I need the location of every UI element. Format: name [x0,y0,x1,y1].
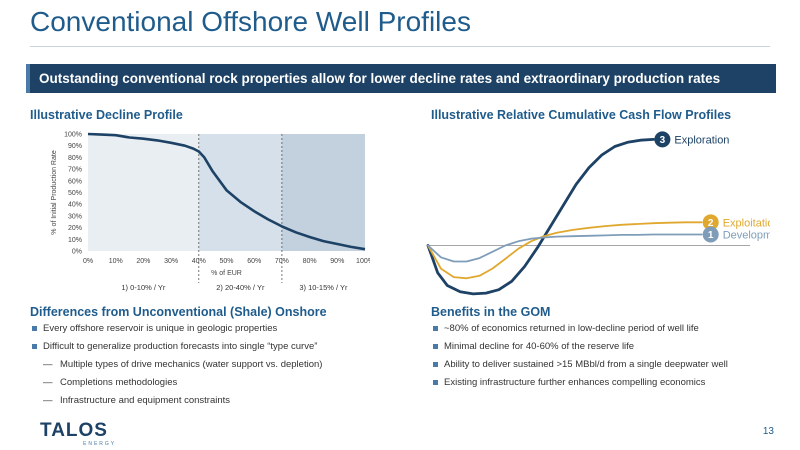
page-title: Conventional Offshore Well Profiles [30,6,471,37]
development-number-badge [702,226,719,243]
y-tick-label: 90% [68,143,82,150]
x-tick-label: 20% [136,258,150,265]
x-tick-label: 0% [83,258,93,265]
x-tick-label: 80% [303,258,317,265]
exploitation-series-line [427,221,703,280]
benefits-title: Benefits in the GOM [431,305,551,319]
y-tick-label: 40% [68,202,82,209]
y-tick-label: 30% [68,213,82,220]
y-tick-label: 50% [68,190,82,197]
decline-region-label-1: 1) 0-10% / Yr [121,283,166,292]
differences-bullet-4: Completions methodologies [30,374,322,392]
development-number-label: 1 [708,230,714,241]
y-tick-label: 0% [72,249,82,256]
y-axis-label: % of Initial Production Rate [51,150,58,235]
development-series-line [427,233,703,263]
differences-bullet-5: Infrastructure and equipment constraints [30,392,322,410]
differences-bullet-1: Every offshore reservoir is unique in ge… [30,320,322,338]
exploitation-number-label: 2 [708,218,714,229]
page-number: 13 [762,426,774,437]
exploration-series-line [426,138,655,296]
x-tick-label: 40% [192,258,206,265]
decline-region-2 [198,134,282,251]
differences-title: Differences from Unconventional (Shale) … [30,305,327,319]
decline-profile-chart: 0% 10% 20% 30% 40% 50% 60% 70% 80% 90% 100% 0% 10% 20… [51,132,370,293]
y-tick-label: 70% [68,167,82,174]
cash-flow-chart: 3 Exploration 2 Exploitation 1 Development [426,131,770,296]
y-tick-label: 20% [68,225,82,232]
differences-bullet-list: Every offshore reservoir is unique in ge… [30,320,322,410]
exploitation-number-badge [702,214,719,231]
x-tick-label: 100% [356,258,370,265]
x-tick-label: 10% [109,258,123,265]
exploration-number-label: 3 [660,135,666,146]
exploration-number-badge [654,131,671,148]
benefits-bullet-3: Ability to deliver sustained >15 MBbl/d … [431,356,728,374]
decline-region-label-2: 2) 20-40% / Yr [216,283,265,292]
cash-flow-profile-title: Illustrative Relative Cumulative Cash Fl… [431,108,732,122]
logo-wordmark: TALOS [40,420,108,441]
benefits-bullet-4: Existing infrastructure further enhances… [431,374,728,392]
benefits-bullet-list: ~80% of economics returned in low-declin… [431,320,728,392]
title-divider [30,46,770,47]
y-tick-label: 80% [68,155,82,162]
benefits-bullet-1: ~80% of economics returned in low-declin… [431,320,728,338]
decline-curve-line [87,132,366,251]
decline-region-3 [281,134,365,251]
y-tick-label: 100% [64,132,82,139]
x-axis-label: % of EUR [211,270,242,277]
benefits-bullet-2: Minimal decline for 40-60% of the reserv… [431,338,728,356]
y-tick-label: 10% [68,237,82,244]
x-tick-label: 90% [330,258,344,265]
differences-bullet-3: Multiple types of drive mechanics (water… [30,356,322,374]
exploitation-series-label: Exploitation [723,217,770,229]
decline-region-label-3: 3) 10-15% / Yr [299,283,348,292]
decline-profile-title: Illustrative Decline Profile [30,108,183,122]
x-tick-label: 60% [247,258,261,265]
development-series-label: Development [723,230,770,242]
x-tick-label: 70% [275,258,289,265]
logo-subtext: ENERGY [83,441,116,446]
key-message-banner: Outstanding conventional rock properties… [26,64,776,93]
differences-bullet-2: Difficult to generalize production forec… [30,338,322,356]
decline-region-1 [88,134,199,251]
y-tick-label: 60% [68,178,82,185]
talos-logo: TALOS ENERGY [40,420,116,446]
x-tick-label: 50% [219,258,233,265]
exploration-series-label: Exploration [674,134,729,146]
x-tick-label: 30% [164,258,178,265]
